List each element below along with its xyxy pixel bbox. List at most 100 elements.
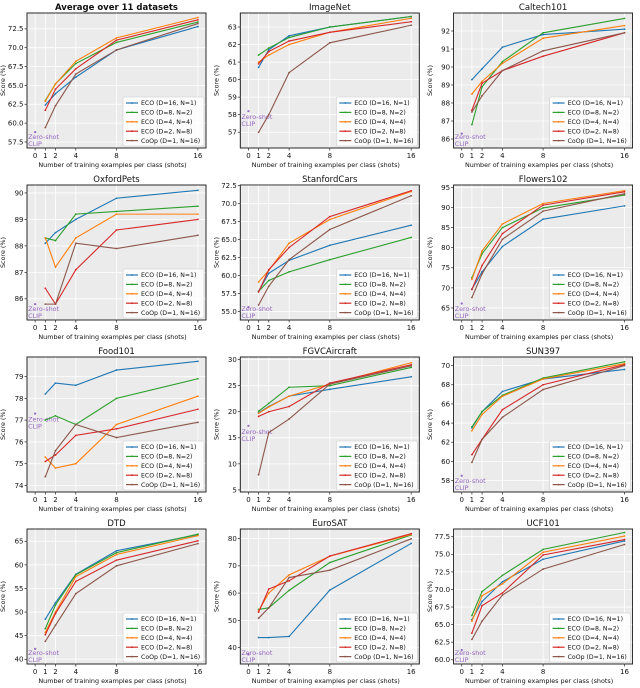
- x-tick-label: 1: [43, 152, 47, 160]
- plot-frame: [26, 356, 207, 493]
- data-point: [288, 576, 291, 579]
- zero-shot-label-line2: CLIP: [455, 312, 469, 320]
- legend-box: [549, 440, 631, 491]
- y-tick-label: 72.5: [221, 182, 237, 190]
- data-point: [54, 604, 57, 606]
- data-point: [481, 94, 483, 97]
- data-point: [115, 423, 118, 426]
- data-point: [267, 406, 270, 408]
- legend-entry: ECO (D=2, N=8): [141, 128, 192, 135]
- data-point: [288, 270, 291, 273]
- x-tick-label: 2: [267, 496, 271, 504]
- zero-shot-label-line2: CLIP: [455, 484, 469, 492]
- legend-marker: [131, 655, 133, 658]
- legend-entry: ECO (D=2, N=8): [568, 644, 619, 651]
- data-point: [481, 67, 483, 70]
- y-tick-label: 61: [228, 58, 237, 66]
- data-point: [257, 54, 260, 56]
- x-axis-label: Number of training examples per class (s…: [465, 161, 613, 169]
- y-tick-label: 57.5: [221, 290, 237, 298]
- x-tick-label: 16: [620, 668, 629, 676]
- plot-frame: [453, 184, 634, 321]
- data-point: [471, 111, 473, 113]
- y-tick-label: 20: [228, 408, 237, 416]
- data-point: [115, 39, 118, 42]
- data-point: [54, 82, 57, 85]
- data-point: [257, 410, 260, 413]
- data-point: [74, 60, 77, 63]
- subplot-title: DTD: [107, 519, 126, 529]
- legend-entry: CoOp (D=1, N=16): [354, 310, 413, 317]
- y-tick-label: 65: [15, 538, 24, 546]
- legend: ECO (D=16, N=1) ECO (D=8, N=2) ECO (D=4, N…: [549, 612, 631, 663]
- x-tick-label: 0: [33, 496, 37, 504]
- data-point: [542, 55, 544, 58]
- subplot-title: OxfordPets: [93, 175, 140, 185]
- y-tick-label: 89: [15, 216, 24, 224]
- data-point: [501, 69, 504, 72]
- data-point: [115, 427, 118, 430]
- data-point: [471, 296, 473, 299]
- subplot-title: StanfordCars: [302, 175, 358, 185]
- legend-marker: [557, 446, 560, 448]
- plot-frame: [239, 356, 420, 493]
- legend-entry: ECO (D=2, N=8): [354, 128, 405, 135]
- data-point: [74, 67, 77, 70]
- data-point: [288, 242, 291, 245]
- y-tick-label: 68: [441, 381, 450, 389]
- data-point: [115, 397, 118, 400]
- data-point: [501, 390, 504, 393]
- data-point: [481, 413, 483, 416]
- data-point: [481, 600, 483, 603]
- data-point: [471, 278, 473, 281]
- legend-marker: [344, 464, 347, 467]
- legend: ECO (D=16, N=1) ECO (D=8, N=2) ECO (D=4, N…: [549, 96, 631, 147]
- legend-marker: [557, 302, 560, 305]
- data-point: [328, 228, 331, 231]
- legend-marker: [344, 483, 347, 486]
- zero-shot-label-line2: CLIP: [241, 656, 255, 664]
- zero-shot-label-line1: Zero-shot: [241, 649, 272, 657]
- zero-shot-label-line1: Zero-shot: [455, 649, 486, 657]
- data-point: [481, 249, 483, 252]
- x-tick-label: 4: [500, 152, 505, 160]
- legend-entry: ECO (D=8, N=2): [141, 110, 192, 117]
- legend-marker: [131, 636, 133, 639]
- data-point: [328, 388, 331, 391]
- data-point: [481, 272, 483, 275]
- x-tick-label: 4: [287, 668, 292, 676]
- data-point: [115, 49, 118, 51]
- y-tick-label: 62.5: [435, 639, 451, 647]
- legend-marker: [344, 139, 347, 142]
- x-tick-label: 16: [407, 668, 416, 676]
- data-point: [196, 189, 199, 192]
- data-point: [196, 218, 199, 221]
- legend-entry: ECO (D=16, N=1): [354, 616, 409, 623]
- legend-entry: ECO (D=4, N=4): [568, 463, 619, 470]
- legend-box: [335, 612, 418, 663]
- data-point: [54, 454, 57, 456]
- data-point: [328, 31, 331, 34]
- legend-entry: ECO (D=16, N=1): [141, 616, 196, 623]
- zero-shot-label-line2: CLIP: [28, 312, 42, 320]
- x-tick-label: 16: [620, 152, 629, 160]
- subplot-food101: 0 1 2 4 8 16 74 75 76 77 78 79 Food101 Number of trai…: [0, 347, 207, 513]
- legend-marker: [557, 464, 560, 467]
- data-point: [623, 31, 626, 34]
- zero-shot-point: [247, 110, 250, 113]
- legend-entry: CoOp (D=1, N=16): [568, 138, 627, 145]
- data-point: [257, 291, 260, 293]
- data-point: [410, 361, 413, 364]
- data-point: [54, 414, 57, 417]
- data-point: [115, 549, 118, 552]
- data-point: [501, 395, 504, 398]
- data-point: [74, 268, 77, 271]
- legend-marker: [344, 120, 347, 123]
- data-point: [623, 24, 626, 27]
- y-tick-label: 60: [15, 561, 24, 569]
- legend-entry: CoOp (D=1, N=16): [141, 138, 200, 145]
- x-tick-label: 1: [43, 668, 47, 676]
- x-tick-label: 16: [193, 324, 202, 332]
- subplot-imagenet: 0 1 2 4 8 16 57 58 59 60 61 62 63 ImageNet Number of t…: [213, 3, 420, 169]
- y-tick-label: 87: [15, 269, 24, 277]
